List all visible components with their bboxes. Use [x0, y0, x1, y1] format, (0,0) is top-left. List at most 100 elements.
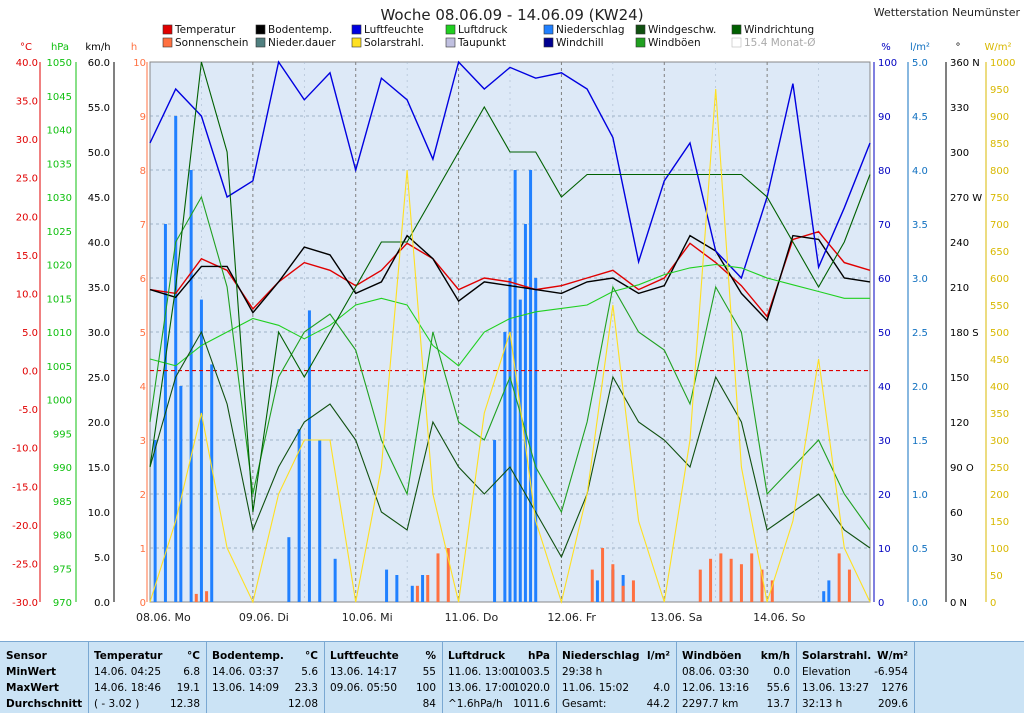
axis-tick-humid: 40 — [878, 382, 891, 393]
legend-label: Windböen — [648, 37, 701, 49]
axis-tick-press: 975 — [53, 564, 72, 575]
sunshine-bar — [611, 564, 615, 602]
rain-bar — [534, 278, 538, 602]
stats-cell: 14.06. 18:46 — [94, 682, 161, 694]
stats-cell: 14.06. 04:25 — [94, 666, 161, 678]
stats-value: 4.0 — [653, 682, 670, 694]
stats-row: Bodentemp. °C — [206, 648, 324, 664]
stats-col-col2: Bodentemp. °C 14.06. 03:37 5.6 13.06. 14:09 2… — [206, 642, 325, 713]
axis-tick-press: 1045 — [47, 92, 72, 103]
sunshine-bar — [446, 548, 450, 602]
chart-lines — [149, 60, 871, 605]
legend-label: 15.4 Monat-Ø — [744, 37, 815, 49]
stats-value: 44.2 — [646, 698, 670, 710]
rain-bar — [513, 170, 517, 602]
rain-bar — [508, 278, 512, 602]
axis-tick-press: 1005 — [47, 362, 72, 373]
stats-header-unit: l/m² — [647, 650, 670, 662]
axis-tick-humid: 60 — [878, 274, 891, 285]
axis-unit-dir: ° — [956, 42, 961, 53]
stats-value: 1011.6 — [513, 698, 550, 710]
stats-row: 13.06. 14:09 23.3 — [206, 680, 324, 696]
stats-header-unit: hPa — [528, 650, 550, 662]
legend-swatch — [351, 24, 362, 35]
rain-bar — [503, 332, 507, 602]
axis-tick-humid: 80 — [878, 166, 891, 177]
axis-tick-solar: 700 — [990, 220, 1009, 231]
axis-tick-press: 1030 — [47, 193, 72, 204]
day-label: 09.06. Di — [239, 611, 289, 624]
stats-value: 84 — [422, 698, 436, 710]
stats-header: Luftdruck — [448, 650, 506, 662]
stats-value: -6.954 — [874, 666, 908, 678]
axis-unit-press: hPa — [51, 42, 69, 53]
axis-tick-temp: -30.0 — [12, 598, 38, 609]
sunshine-bar — [194, 593, 198, 602]
stats-row: 14.06. 03:37 5.6 — [206, 664, 324, 680]
stats-row: 13.06. 14:17 55 — [324, 664, 442, 680]
axis-tick-wind: 35.0 — [88, 283, 110, 294]
axis-tick-rain: 2.5 — [912, 328, 928, 339]
legend-swatch — [445, 24, 456, 35]
chart-axes: °C40.035.030.025.020.015.010.05.00.0-5.0… — [12, 42, 1015, 624]
axis-tick-press: 1050 — [47, 58, 72, 69]
rain-bar — [333, 558, 337, 602]
series-line — [149, 60, 871, 280]
axis-tick-hours: 1 — [140, 544, 146, 555]
axis-tick-temp: 35.0 — [16, 97, 38, 108]
stats-value: 100 — [415, 682, 436, 694]
rain-bar — [318, 440, 322, 602]
stats-header-unit: W/m² — [877, 650, 908, 662]
stats-row: 84 — [324, 696, 442, 712]
sunshine-bar — [601, 548, 605, 602]
axis-tick-humid: 30 — [878, 436, 891, 447]
chart-title: Woche 08.06.09 - 14.06.09 (KW24) — [380, 6, 643, 24]
sunshine-bar — [436, 553, 440, 602]
series-line — [149, 195, 871, 531]
sunshine-bar — [590, 569, 594, 602]
axis-tick-dir: 210 — [950, 283, 969, 294]
stats-row: Temperatur °C — [88, 648, 206, 664]
axis-tick-dir: 300 — [950, 148, 969, 159]
stats-cell: 08.06. 03:30 — [682, 666, 749, 678]
stats-value: 23.3 — [294, 682, 318, 694]
axis-tick-temp: 15.0 — [16, 251, 38, 262]
stats-cell: 12.06. 13:16 — [682, 682, 749, 694]
axis-tick-temp: 30.0 — [16, 135, 38, 146]
chart-legend: Temperatur Bodentemp. Luftfeuchte Luftdruck… — [162, 24, 815, 49]
sunshine-bar — [770, 580, 774, 602]
rain-bar — [287, 537, 291, 602]
stats-cell: 13.06. 14:09 — [212, 682, 279, 694]
axis-tick-solar: 350 — [990, 409, 1009, 420]
legend-label: Nieder.dauer — [268, 37, 336, 49]
legend-swatch — [445, 37, 456, 48]
axis-tick-wind: 60.0 — [88, 58, 110, 69]
axis-tick-solar: 100 — [990, 544, 1009, 555]
axis-tick-temp: -20.0 — [12, 521, 38, 532]
axis-tick-temp: -10.0 — [12, 444, 38, 455]
rain-bar — [523, 224, 527, 602]
sunshine-bar — [426, 575, 430, 602]
legend-label: Windgeschw. — [648, 24, 716, 36]
axis-tick-hours: 7 — [140, 220, 146, 231]
legend-label: Niederschlag — [556, 24, 625, 36]
stats-cell: Gesamt: — [562, 698, 607, 710]
stats-row-label: MaxWert — [6, 682, 59, 694]
axis-tick-dir: 90 O — [950, 463, 974, 474]
series-line — [149, 234, 871, 322]
stats-value: 5.6 — [301, 666, 318, 678]
stats-col-col5: Niederschlag l/m² 29:38 h 11.06. 15:02 4.0 Ge… — [556, 642, 677, 713]
axis-tick-humid: 0 — [878, 598, 884, 609]
axis-tick-rain: 1.5 — [912, 436, 928, 447]
series-line — [149, 230, 871, 319]
stats-row-label: MinWert — [6, 666, 57, 678]
stats-row: Solarstrahl. W/m² — [796, 648, 914, 664]
axis-tick-wind: 45.0 — [88, 193, 110, 204]
legend-label: Sonnenschein — [175, 37, 248, 49]
legend-label: Windchill — [556, 37, 604, 49]
rain-bar — [827, 580, 831, 602]
stats-row: 14.06. 18:46 19.1 — [88, 680, 206, 696]
rain-bar — [395, 575, 399, 602]
stats-header: Solarstrahl. — [802, 650, 872, 662]
sunshine-bar — [729, 558, 733, 602]
